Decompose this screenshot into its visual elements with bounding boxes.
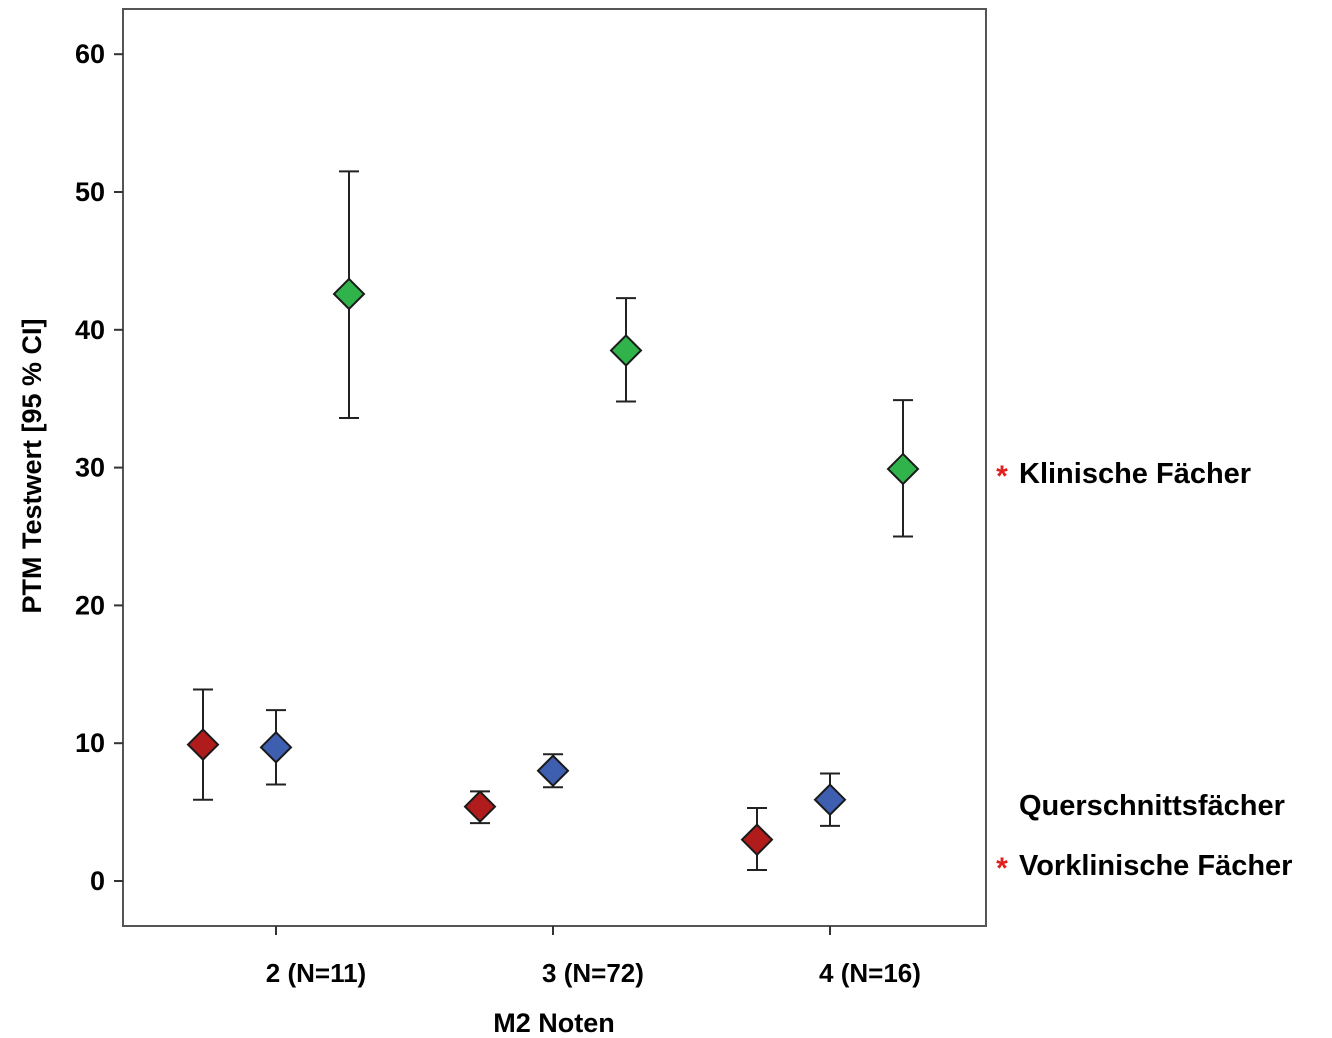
mean-marker: [609, 334, 643, 367]
mean-marker: [463, 790, 497, 824]
legend-label: Vorklinische Fächer: [1019, 850, 1292, 882]
y-tick-label: 30: [75, 453, 105, 483]
legend-star: *: [996, 460, 1008, 493]
mean-marker: [740, 823, 774, 857]
mean-marker: [332, 277, 366, 311]
series-vorklinisch: [186, 688, 774, 871]
x-tick-label: 3 (N=72): [542, 958, 644, 988]
plot-area: [122, 8, 987, 927]
y-axis: 0 10 20 30 40 50 60: [75, 39, 123, 896]
y-tick-label: 10: [75, 728, 105, 758]
mean-marker: [186, 728, 220, 761]
x-tick-label: 4 (N=16): [819, 958, 921, 988]
series-klinisch: [332, 170, 920, 538]
series-layer: [186, 170, 920, 871]
legend: * Vorklinische Fächer Querschnittsfächer * K…: [996, 458, 1292, 885]
legend-label: Querschnittsfächer: [1019, 790, 1285, 822]
mean-marker: [886, 452, 920, 486]
x-axis-title: M2 Noten: [493, 1008, 615, 1038]
mean-marker: [259, 730, 293, 764]
x-tick-label: 2 (N=11): [266, 958, 366, 988]
y-tick-label: 50: [75, 177, 105, 207]
mean-marker: [813, 783, 847, 817]
legend-label: Klinische Fächer: [1019, 458, 1251, 490]
legend-item-klinisch: * Klinische Fächer: [996, 458, 1251, 493]
legend-star: *: [996, 852, 1008, 885]
mean-marker: [536, 754, 570, 788]
y-tick-label: 40: [75, 315, 105, 345]
x-axis: 2 (N=11) 3 (N=72) 4 (N=16): [266, 926, 921, 988]
y-axis-title: PTM Testwert [95 % CI]: [17, 318, 47, 613]
series-querschnitt: [259, 709, 847, 827]
y-tick-label: 60: [75, 39, 105, 69]
legend-item-vorklinisch: * Vorklinische Fächer: [996, 850, 1292, 885]
y-tick-label: 0: [90, 866, 105, 896]
y-tick-label: 20: [75, 590, 105, 620]
legend-item-querschnitt: Querschnittsfächer: [1019, 790, 1285, 822]
